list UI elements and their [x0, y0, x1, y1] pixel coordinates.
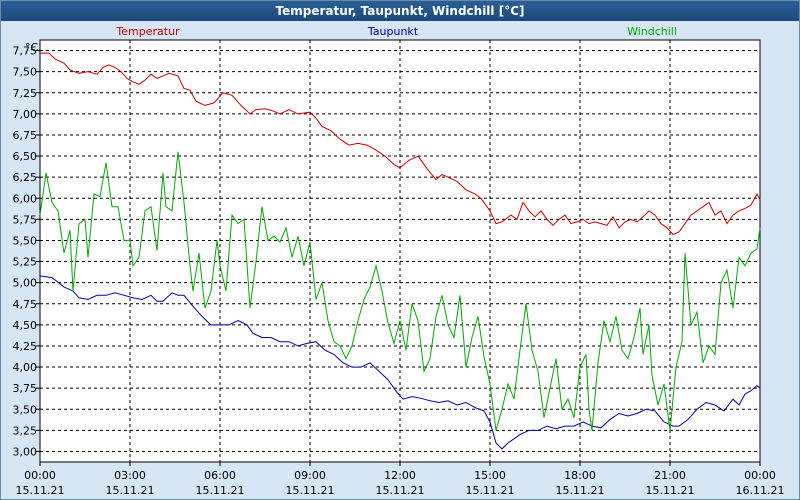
legend: Temperatur Taupunkt Windchill [115, 25, 677, 38]
x-tick-time: 18:00 [564, 469, 596, 482]
y-unit-label: °C [25, 41, 39, 54]
series-line-taupunkt [39, 275, 761, 450]
y-tick-label: 7,25 [13, 87, 38, 100]
y-tick-label: 7,50 [13, 66, 38, 79]
y-tick-label: 6,50 [13, 150, 38, 163]
window-title: Temperatur, Taupunkt, Windchill [°C] [1, 1, 799, 21]
x-tick-date: 15.11.21 [646, 484, 695, 497]
x-tick-date: 16.11.21 [736, 484, 785, 497]
y-tick-label: 6,75 [13, 129, 38, 142]
x-tick-date: 15.11.21 [196, 484, 245, 497]
x-tick-time: 21:00 [654, 469, 686, 482]
x-tick-date: 15.11.21 [106, 484, 155, 497]
y-tick-label: 5,50 [13, 234, 38, 247]
x-axis: 00:00 15.11.21 03:00 15.11.21 06:00 15.11.21 0… [16, 462, 785, 497]
y-tick-label: 4,50 [13, 319, 38, 332]
y-tick-label: 3,75 [13, 382, 38, 395]
y-tick-label: 4,25 [13, 340, 38, 353]
x-tick-time: 03:00 [114, 469, 146, 482]
y-tick-label: 4,75 [13, 298, 38, 311]
x-tick-date: 15.11.21 [286, 484, 335, 497]
y-tick-label: 6,00 [13, 192, 38, 205]
x-tick-time: 06:00 [204, 469, 236, 482]
x-tick-date: 15.11.21 [376, 484, 425, 497]
x-tick-date: 15.11.21 [466, 484, 515, 497]
x-tick-time: 12:00 [384, 469, 416, 482]
y-tick-label: 6,25 [13, 171, 38, 184]
x-tick-date: 15.11.21 [556, 484, 605, 497]
y-tick-label: 3,00 [13, 445, 38, 458]
legend-taupunkt: Taupunkt [367, 25, 419, 38]
x-tick-time: 00:00 [24, 469, 56, 482]
grid [40, 40, 760, 462]
y-tick-label: 3,50 [13, 403, 38, 416]
x-tick-time: 09:00 [294, 469, 326, 482]
y-tick-label: 4,00 [13, 361, 38, 374]
x-tick-time: 00:00 [744, 469, 776, 482]
legend-windchill: Windchill [627, 25, 677, 38]
series-line-temperatur [40, 52, 761, 236]
y-tick-label: 7,00 [13, 108, 38, 121]
legend-temperatur: Temperatur [115, 25, 180, 38]
series-group [39, 52, 761, 450]
y-tick-label: 5,00 [13, 277, 38, 290]
series-line-windchill [39, 151, 761, 431]
x-tick-date: 15.11.21 [16, 484, 65, 497]
y-tick-label: 5,75 [13, 213, 38, 226]
x-tick-time: 15:00 [474, 469, 506, 482]
y-tick-label: 3,25 [13, 424, 38, 437]
y-axis: 3,00 3,25 3,50 3,75 4,00 4,25 4,50 4,75 5,00 5,25… [13, 45, 40, 458]
y-tick-label: 5,25 [13, 256, 38, 269]
y-tick-label: 7,75 [13, 45, 38, 58]
